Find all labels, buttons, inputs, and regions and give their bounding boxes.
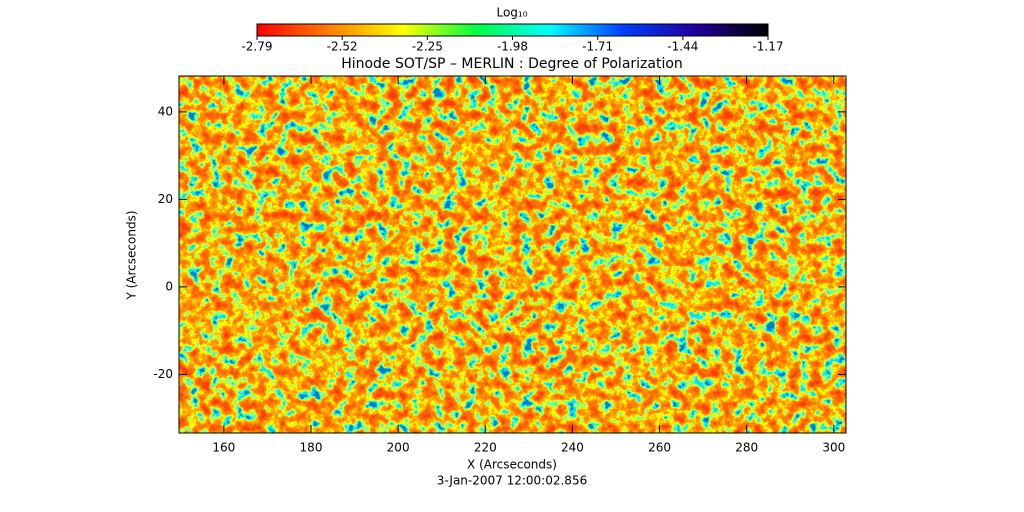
x-tick-label: 200 <box>387 441 410 455</box>
colorbar-tick-label: -1.71 <box>582 40 613 54</box>
polarization-map <box>179 76 846 433</box>
x-axis-label: X (Arcseconds) <box>467 458 557 472</box>
x-tick-label: 220 <box>474 441 497 455</box>
subtitle: 3-Jan-2007 12:00:02.856 <box>437 474 587 488</box>
chart-title: Hinode SOT/SP – MERLIN : Degree of Polar… <box>341 56 683 72</box>
colorbar-tick-label: -2.25 <box>412 40 443 54</box>
x-tick-label: 180 <box>300 441 323 455</box>
y-axis-label: Y (Arcseconds) <box>125 210 139 300</box>
plot-frame <box>178 75 847 434</box>
x-tick-label: 280 <box>735 441 758 455</box>
colorbar-tick-label: -2.52 <box>327 40 358 54</box>
x-tick-label: 260 <box>648 441 671 455</box>
colorbar-tick-label: -1.44 <box>667 40 698 54</box>
y-tick-label: 40 <box>158 104 173 118</box>
colorbar-tick-label: -1.98 <box>497 40 528 54</box>
x-tick-label: 240 <box>561 441 584 455</box>
colorbar-label: Log₁₀ <box>496 6 527 20</box>
x-tick-label: 300 <box>822 441 845 455</box>
y-tick-label: 0 <box>165 279 173 293</box>
colorbar-tick-label: -2.79 <box>241 40 272 54</box>
y-tick-label: 20 <box>158 192 173 206</box>
y-tick-label: -20 <box>153 367 173 381</box>
colorbar <box>256 23 769 37</box>
colorbar-tick-label: -1.17 <box>752 40 783 54</box>
x-tick-label: 160 <box>212 441 235 455</box>
